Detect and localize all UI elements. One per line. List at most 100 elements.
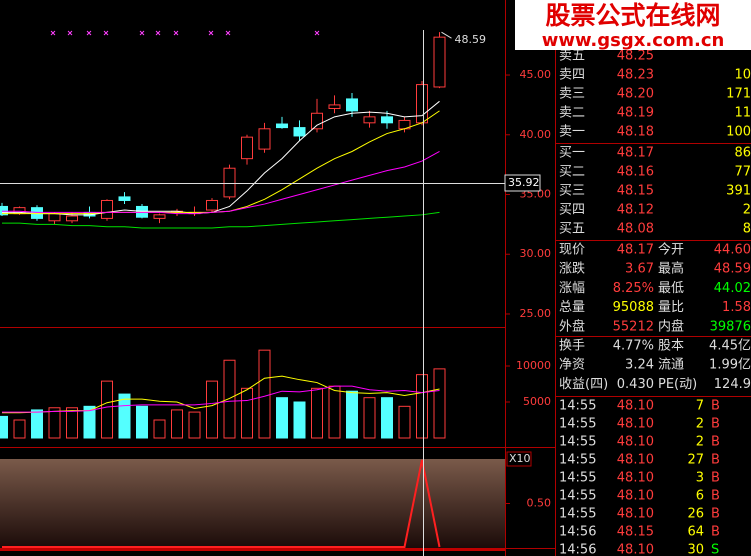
signal-marker [50, 30, 56, 36]
volume-bar [66, 407, 78, 439]
trade-volume: 6 [696, 489, 704, 504]
stat-value: 55212 [613, 319, 654, 334]
volume-bar [153, 419, 166, 439]
book-label: 买一 [559, 146, 585, 161]
book-label: 卖三 [559, 87, 585, 102]
stat-value: 44.02 [714, 281, 751, 296]
stat-label: 收益(四) [559, 377, 608, 392]
trade-price: 48.10 [617, 471, 654, 486]
trade-side: B [711, 489, 720, 504]
trade-price: 48.10 [617, 399, 654, 414]
candle-body [328, 104, 341, 109]
moving-average [2, 110, 440, 215]
book-volume: 10 [734, 68, 751, 83]
stat-value: 48.59 [714, 262, 751, 277]
stat-value: 3.24 [625, 358, 654, 373]
signal-marker [173, 30, 179, 36]
book-volume: 86 [734, 146, 751, 161]
trade-time: 14:55 [559, 471, 596, 486]
candle-body [258, 128, 271, 150]
signal-marker [225, 30, 231, 36]
volume-bar [13, 419, 26, 439]
book-label: 卖四 [559, 68, 585, 83]
book-label: 买四 [559, 203, 585, 218]
trade-side: B [711, 471, 720, 486]
trade-price: 48.10 [617, 543, 654, 556]
volume-bar [206, 380, 218, 439]
trade-time: 14:55 [559, 489, 596, 504]
book-volume: 100 [726, 125, 751, 140]
book-label: 买二 [559, 165, 585, 180]
candle-body [311, 112, 323, 130]
y-tick-label: 45.00 [520, 68, 552, 81]
trade-time: 14:56 [559, 525, 596, 540]
candle-body [136, 205, 148, 218]
candle-body [66, 215, 78, 222]
volume-bar [223, 359, 236, 439]
trade-side: B [711, 507, 720, 522]
volume-bar [101, 380, 113, 439]
stat-value: 8.25% [613, 281, 654, 296]
book-price: 48.08 [617, 222, 654, 237]
moving-average [2, 151, 440, 215]
y-tick-label: 30.00 [520, 247, 552, 260]
signal-marker [103, 30, 109, 36]
volume-bar [188, 411, 201, 439]
stat-value: 1.99亿 [709, 358, 751, 373]
volume-bar [118, 393, 131, 439]
trade-side: B [711, 417, 720, 432]
candle-body [101, 199, 113, 219]
book-price: 48.20 [617, 87, 654, 102]
book-label: 卖一 [559, 125, 585, 140]
stat-value: 0.430 [617, 377, 654, 392]
trade-time: 14:55 [559, 435, 596, 450]
scale-label: X10 [509, 452, 531, 465]
stat-label: 最高 [658, 261, 684, 277]
watermark-background [515, 0, 751, 50]
stat-value: 44.60 [714, 243, 751, 258]
high-label: 48.59 [455, 33, 487, 46]
book-label: 买三 [559, 184, 585, 199]
signal-marker [155, 30, 161, 36]
volume-bar [433, 368, 446, 439]
trade-price: 48.10 [617, 417, 654, 432]
y-tick-label: 10000 [516, 359, 551, 372]
indicator-background [0, 459, 505, 549]
trade-side: B [711, 435, 720, 450]
scale-box [506, 451, 532, 467]
candle-body [381, 116, 393, 124]
trade-volume: 7 [696, 399, 704, 414]
volume-bar [83, 405, 96, 439]
trade-time: 14:55 [559, 453, 596, 468]
volume-average [2, 385, 440, 413]
book-price: 48.17 [617, 146, 654, 161]
y-tick-label: 0.50 [527, 497, 552, 510]
y-tick-label: 5000 [523, 395, 551, 408]
trade-price: 48.10 [617, 435, 654, 450]
stat-label: 现价 [559, 243, 585, 258]
trade-price: 48.10 [617, 453, 654, 468]
stat-value: 95088 [613, 300, 654, 315]
stat-label: 换手 [559, 339, 585, 354]
stat-label: 今开 [658, 242, 684, 258]
volume-bar [381, 397, 393, 439]
candle-body [153, 214, 166, 219]
volume-bar [0, 415, 8, 439]
book-label: 买五 [559, 222, 585, 237]
stat-label: 净资 [559, 358, 585, 373]
candle-body [241, 136, 253, 160]
trade-price: 48.15 [617, 525, 654, 540]
stat-label: 量比 [658, 300, 684, 315]
volume-bar [258, 349, 271, 439]
book-label: 卖五 [559, 49, 585, 64]
trade-price: 48.10 [617, 507, 654, 522]
volume-bar [311, 387, 323, 439]
book-price: 48.23 [617, 68, 654, 83]
y-tick-label: 25.00 [520, 307, 552, 320]
trade-volume: 26 [687, 507, 704, 522]
high-pointer [441, 31, 452, 39]
stat-label: 涨幅 [559, 281, 585, 296]
signal-marker [208, 30, 214, 36]
